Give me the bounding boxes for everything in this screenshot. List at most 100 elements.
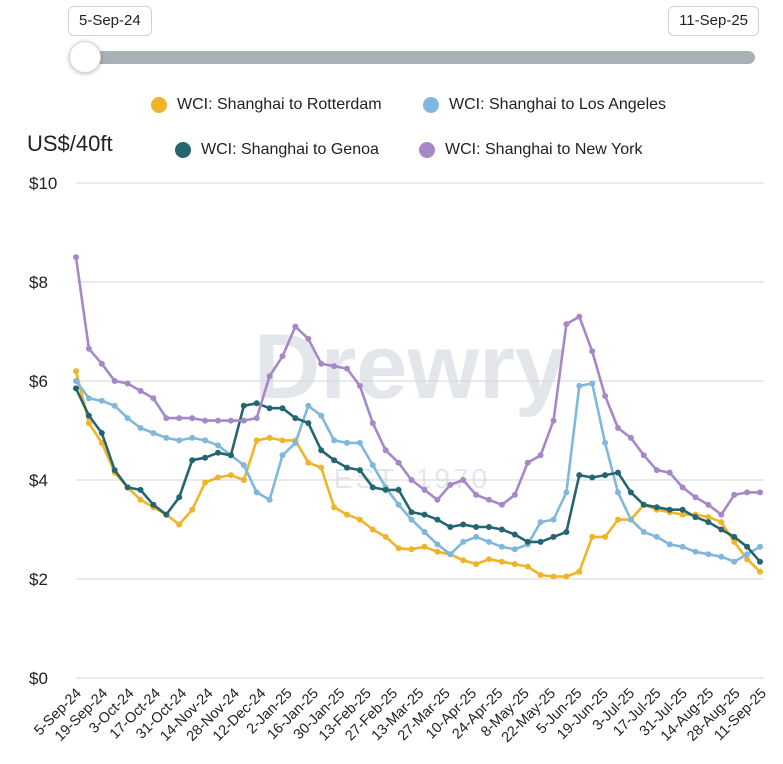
data-point-los_angeles [344,439,350,446]
data-point-new_york [486,496,492,503]
data-point-los_angeles [253,489,260,496]
data-point-rotterdam [305,459,312,466]
data-point-los_angeles [98,397,105,404]
data-point-new_york [576,313,583,320]
y-tick-label: $6 [29,372,48,391]
data-point-new_york [137,387,144,394]
legend-item-genoa[interactable]: WCI: Shanghai to Genoa [175,141,379,159]
data-point-new_york [111,378,118,384]
data-point-los_angeles [692,548,699,555]
legend-label-rotterdam: WCI: Shanghai to Rotterdam [177,96,382,113]
data-point-los_angeles [679,543,686,550]
date-range-slider-handle[interactable] [69,41,101,73]
data-point-los_angeles [124,415,131,422]
data-point-los_angeles [85,395,92,402]
data-point-rotterdam [73,368,79,375]
data-point-los_angeles [434,541,441,548]
data-point-genoa [705,519,712,526]
date-range-slider-track[interactable] [82,51,755,64]
data-point-los_angeles [718,553,725,560]
legend-label-genoa: WCI: Shanghai to Genoa [201,141,379,158]
data-point-genoa [744,543,751,550]
data-point-los_angeles [576,382,583,389]
data-point-genoa [215,449,221,456]
watermark-brand: Drewry [254,316,566,418]
data-point-new_york [292,323,299,330]
data-point-genoa [718,526,725,533]
data-point-rotterdam [498,558,505,565]
data-point-new_york [73,254,79,261]
data-point-rotterdam [460,557,467,564]
data-point-los_angeles [395,501,402,508]
data-point-new_york [498,501,505,508]
data-point-los_angeles [498,543,505,550]
data-point-rotterdam [486,556,492,563]
data-point-genoa [640,501,647,508]
data-point-genoa [369,484,376,491]
data-point-new_york [434,496,441,503]
data-point-genoa [253,400,260,407]
data-point-rotterdam [382,533,389,540]
data-point-los_angeles [189,434,196,441]
data-point-new_york [640,452,647,459]
data-point-new_york [731,491,738,498]
data-point-genoa [692,514,699,521]
data-point-new_york [85,345,92,352]
data-point-rotterdam [718,519,725,526]
data-point-los_angeles [602,439,609,446]
data-point-new_york [757,489,763,496]
data-point-los_angeles [176,437,183,444]
data-point-genoa [318,447,325,454]
legend-item-new-york[interactable]: WCI: Shanghai to New York [419,141,642,159]
data-point-rotterdam [215,474,221,481]
data-point-rotterdam [202,479,209,486]
data-point-new_york [473,491,480,498]
legend-item-rotterdam[interactable]: WCI: Shanghai to Rotterdam [151,96,382,114]
data-point-new_york [382,447,389,454]
data-point-new_york [163,415,170,422]
data-point-new_york [344,365,350,372]
data-point-los_angeles [666,541,673,548]
data-point-rotterdam [473,561,480,568]
range-end-label: 11-Sep-25 [668,6,759,36]
y-tick-label: $8 [29,273,48,292]
data-point-genoa [421,511,428,518]
data-point-rotterdam [85,420,92,427]
data-point-rotterdam [395,545,402,552]
data-point-genoa [408,509,415,516]
grid-lines [76,182,764,679]
data-point-new_york [202,417,209,424]
data-point-los_angeles [279,452,286,459]
x-axis-ticks: 5-Sep-2419-Sep-243-Oct-2417-Oct-2431-Oct… [31,686,769,746]
data-point-rotterdam [537,572,544,578]
data-point-los_angeles [266,496,273,503]
data-point-new_york [279,353,286,360]
data-point-new_york [589,348,596,355]
data-point-new_york [395,459,402,466]
legend-item-los-angeles[interactable]: WCI: Shanghai to Los Angeles [423,96,666,114]
data-point-genoa [602,472,609,479]
data-point-new_york [460,477,467,483]
data-point-rotterdam [757,568,763,575]
data-point-new_york [408,477,415,483]
data-point-new_york [124,380,131,387]
data-point-genoa [202,454,209,461]
data-point-genoa [627,489,634,496]
data-point-genoa [382,486,389,493]
data-point-los_angeles [73,378,79,384]
data-point-genoa [344,464,350,471]
data-point-genoa [305,420,312,427]
data-point-rotterdam [253,437,260,444]
y-axis-ticks: $0 $2 $4 $6 $8 $10 [29,174,57,688]
data-point-new_york [524,459,531,466]
data-point-rotterdam [524,563,531,570]
data-point-new_york [305,335,312,342]
data-point-los_angeles [163,434,170,441]
data-point-los_angeles [757,543,763,550]
data-point-los_angeles [705,551,712,558]
data-point-new_york [253,415,260,422]
data-point-rotterdam [369,526,376,533]
data-point-los_angeles [292,439,299,446]
